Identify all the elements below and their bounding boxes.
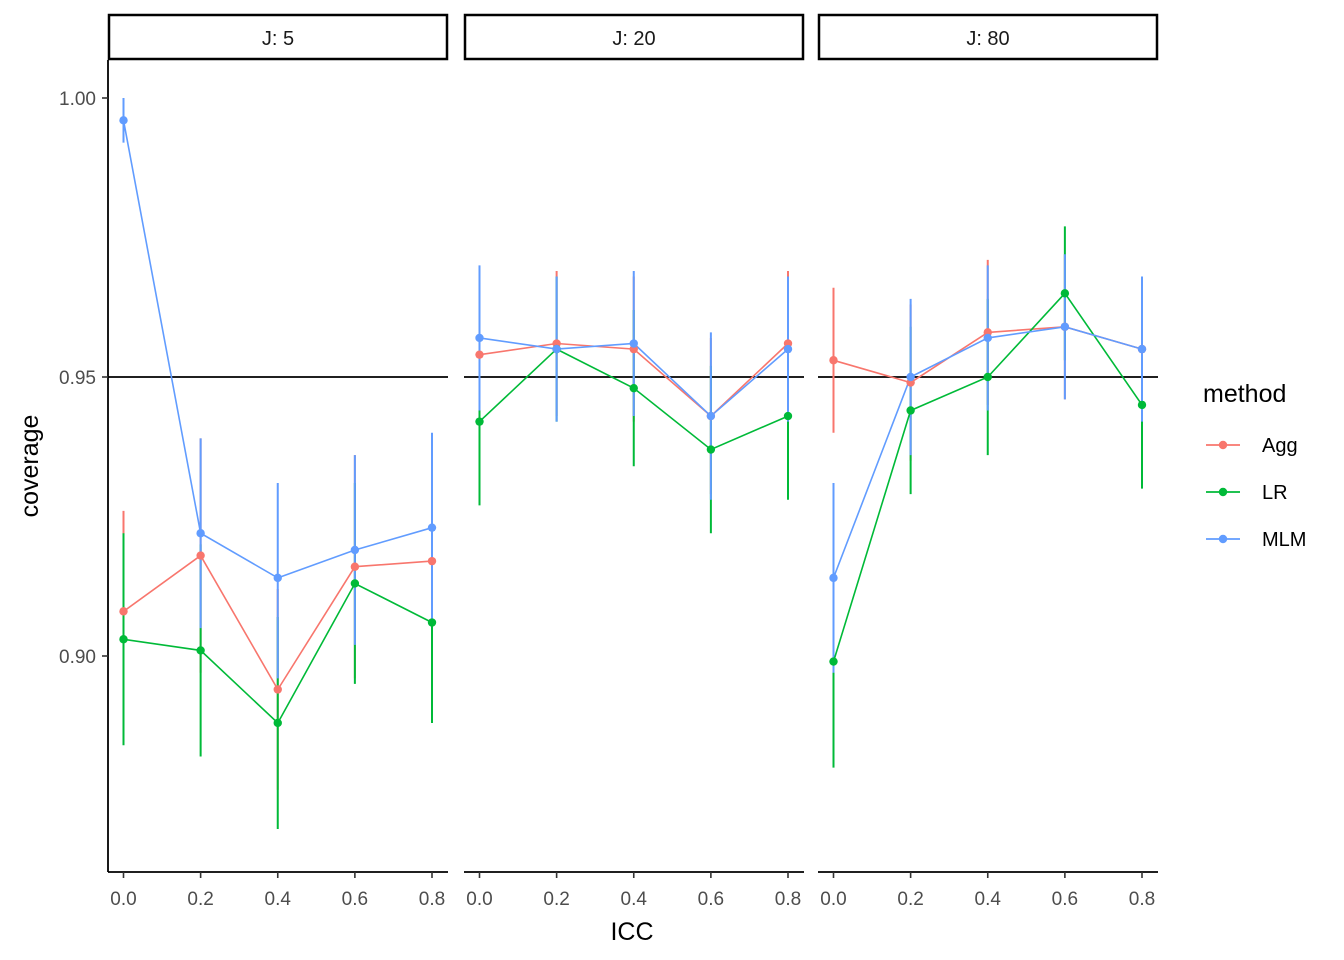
x-tick-label: 0.2: [897, 889, 923, 910]
data-point: [350, 562, 360, 571]
legend-label: LR: [1262, 482, 1288, 504]
facet-strip-box: [107, 13, 449, 61]
x-tick-label: 0.4: [265, 889, 292, 910]
facet-strip-box: [463, 13, 805, 61]
data-point: [829, 356, 838, 365]
data-point: [629, 383, 638, 393]
y-tick-label: 1.00: [59, 89, 96, 110]
x-axis-title: ICC: [610, 918, 653, 946]
data-point: [783, 344, 793, 354]
legend: method Agg LR MLM: [1203, 380, 1306, 551]
x-tick-label: 0.6: [1052, 889, 1078, 910]
x-axes: 0.0 0.2 0.4 0.6 0.8 0.0 0.2 0.4 0.6 0.8 0.0 0.2 0.4 0…: [108, 871, 1158, 910]
data-point: [273, 573, 282, 583]
data-point: [552, 344, 561, 354]
data-point: [350, 545, 360, 555]
data-point: [119, 607, 128, 616]
data-point: [906, 372, 915, 382]
data-point: [906, 406, 915, 415]
facet-strip-label: J: 5: [262, 28, 294, 50]
data-point: [196, 529, 205, 538]
x-tick-label: 0.6: [342, 889, 368, 910]
data-point: [1060, 322, 1070, 331]
facet-panel: [464, 265, 804, 534]
data-point: [475, 417, 484, 426]
data-point: [350, 579, 360, 588]
data-point: [829, 657, 838, 666]
y-axis-title: coverage: [16, 415, 44, 518]
facet-panel: [818, 226, 1158, 768]
data-point: [1060, 289, 1070, 298]
x-tick-label: 0.8: [775, 889, 801, 910]
x-tick-label: 0.4: [621, 889, 648, 910]
legend-key-point: [1218, 440, 1228, 450]
data-point: [829, 573, 838, 583]
x-tick-label: 0.2: [543, 889, 569, 910]
data-point: [273, 685, 282, 694]
legend-label: Agg: [1262, 435, 1298, 457]
data-point: [427, 523, 437, 532]
data-point: [1137, 400, 1147, 410]
data-point: [629, 339, 638, 348]
x-tick-label: 0.0: [820, 889, 846, 910]
facet-panel: [108, 98, 448, 829]
data-point: [783, 411, 793, 421]
data-point: [983, 372, 992, 382]
x-tick-label: 0.0: [110, 889, 136, 910]
data-point: [427, 618, 437, 627]
facet-strips: J: 5 J: 20 J: 80: [107, 13, 1159, 61]
data-point: [196, 551, 205, 560]
legend-title: method: [1203, 380, 1286, 408]
data-point: [1137, 344, 1147, 354]
data-point: [475, 350, 484, 359]
x-tick-label: 0.2: [187, 889, 213, 910]
data-point: [983, 333, 992, 343]
data-point: [706, 411, 716, 421]
x-tick-label: 0.4: [975, 889, 1002, 910]
legend-key-point: [1218, 534, 1228, 544]
y-tick-label: 0.95: [59, 368, 96, 389]
legend-key-point: [1218, 487, 1228, 497]
facet-strip-label: J: 80: [966, 28, 1009, 50]
data-point: [475, 333, 484, 343]
data-point: [119, 116, 128, 125]
facet-strip-label: J: 20: [612, 28, 655, 50]
data-point: [427, 556, 437, 566]
x-tick-label: 0.0: [466, 889, 492, 910]
y-axis: 0.90 0.95 1.00: [59, 60, 109, 872]
data-point: [119, 635, 128, 644]
x-tick-label: 0.8: [419, 889, 445, 910]
legend-label: MLM: [1262, 529, 1306, 551]
x-tick-label: 0.6: [698, 889, 724, 910]
y-tick-label: 0.90: [59, 647, 96, 668]
data-point: [196, 646, 205, 655]
data-point: [706, 445, 716, 454]
facet-strip-box: [817, 13, 1159, 61]
facet-panels: [108, 98, 1158, 829]
data-point: [273, 718, 282, 728]
x-tick-label: 0.8: [1129, 889, 1155, 910]
